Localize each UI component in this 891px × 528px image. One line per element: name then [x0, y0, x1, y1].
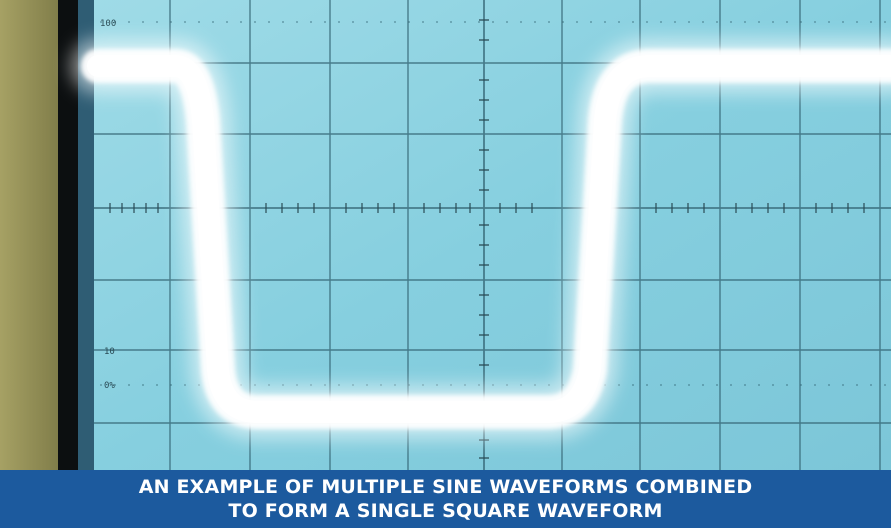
oscilloscope-photo: 100 10 0% [0, 0, 891, 470]
graticule-dotted-lines [100, 21, 891, 386]
caption-line-1: AN EXAMPLE OF MULTIPLE SINE WAVEFORMS CO… [138, 476, 753, 498]
caption-banner: AN EXAMPLE OF MULTIPLE SINE WAVEFORMS CO… [0, 470, 891, 528]
caption-line-2: TO FORM A SINGLE SQUARE WAVEFORM [228, 500, 663, 522]
center-axis-ticks [109, 19, 865, 459]
square-wave-trace [71, 39, 891, 439]
graticule-label-0: 0% [104, 381, 115, 391]
left-bezel [0, 0, 64, 470]
bezel-edge [78, 0, 96, 470]
graticule-label-100: 100 [100, 19, 116, 29]
graticule-label-10: 10 [104, 347, 115, 357]
